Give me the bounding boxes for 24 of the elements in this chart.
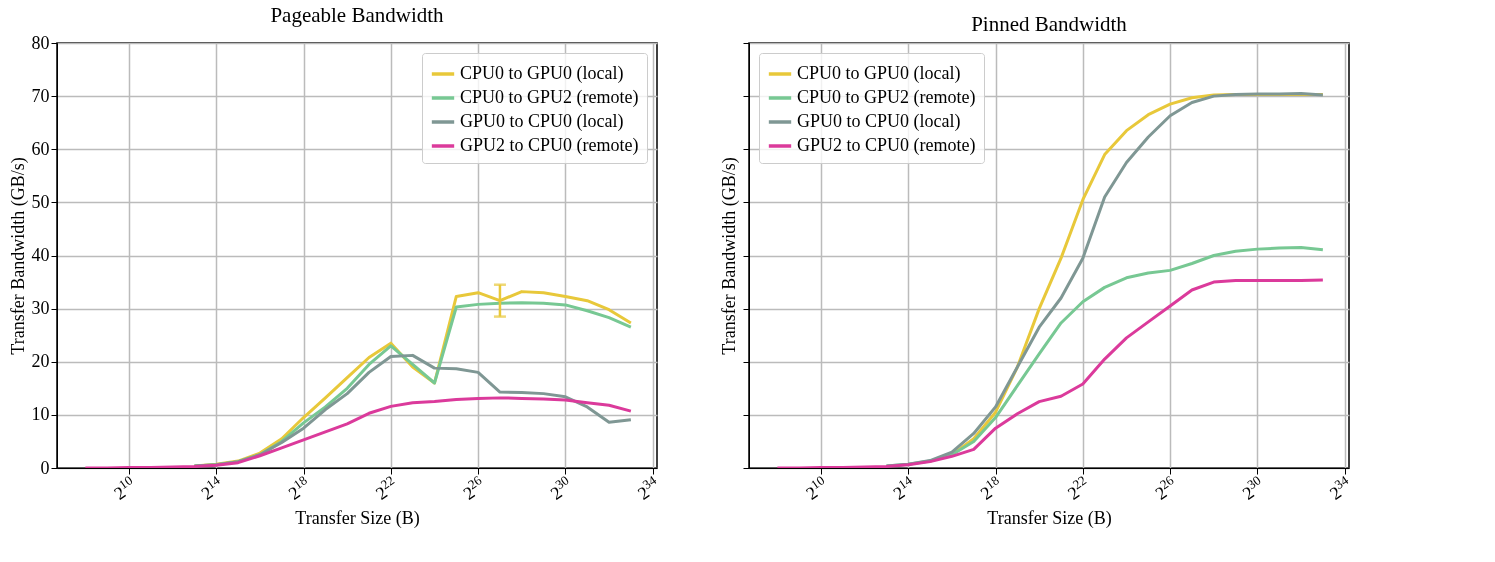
- legend-label: GPU0 to CPU0 (local): [460, 111, 624, 132]
- y-tick-label: 30: [31, 298, 50, 319]
- y-axis-title: Transfer Bandwidth (GB/s): [7, 157, 29, 355]
- y-tick-label: 60: [31, 138, 50, 159]
- y-tick-label: 50: [31, 191, 50, 212]
- y-tick-label: 0: [40, 457, 50, 478]
- chart-title: Pageable Bandwidth: [270, 3, 445, 27]
- chart-title: Pinned Bandwidth: [971, 11, 1128, 36]
- legend-label: CPU0 to GPU2 (remote): [460, 87, 639, 108]
- x-axis-title: Transfer Size (B): [987, 507, 1112, 529]
- legend-label: CPU0 to GPU0 (local): [797, 63, 961, 84]
- line-series: [83, 396, 633, 468]
- legend-label: GPU2 to CPU0 (remote): [797, 135, 976, 156]
- y-tick-label: 40: [31, 245, 50, 265]
- legend-label: GPU0 to CPU0 (local): [797, 111, 961, 132]
- y-tick-label: 70: [31, 85, 50, 106]
- legend-label: CPU0 to GPU0 (local): [460, 63, 624, 84]
- legend-label: GPU2 to CPU0 (remote): [460, 135, 639, 156]
- y-axis-title: Transfer Bandwidth (GB/s): [719, 157, 740, 355]
- y-tick-label: 20: [31, 351, 50, 372]
- x-axis-title: Transfer Size (B): [295, 507, 420, 529]
- legend-label: CPU0 to GPU2 (remote): [797, 87, 976, 108]
- y-tick-label: 80: [31, 32, 50, 53]
- y-tick-label: 10: [31, 404, 50, 425]
